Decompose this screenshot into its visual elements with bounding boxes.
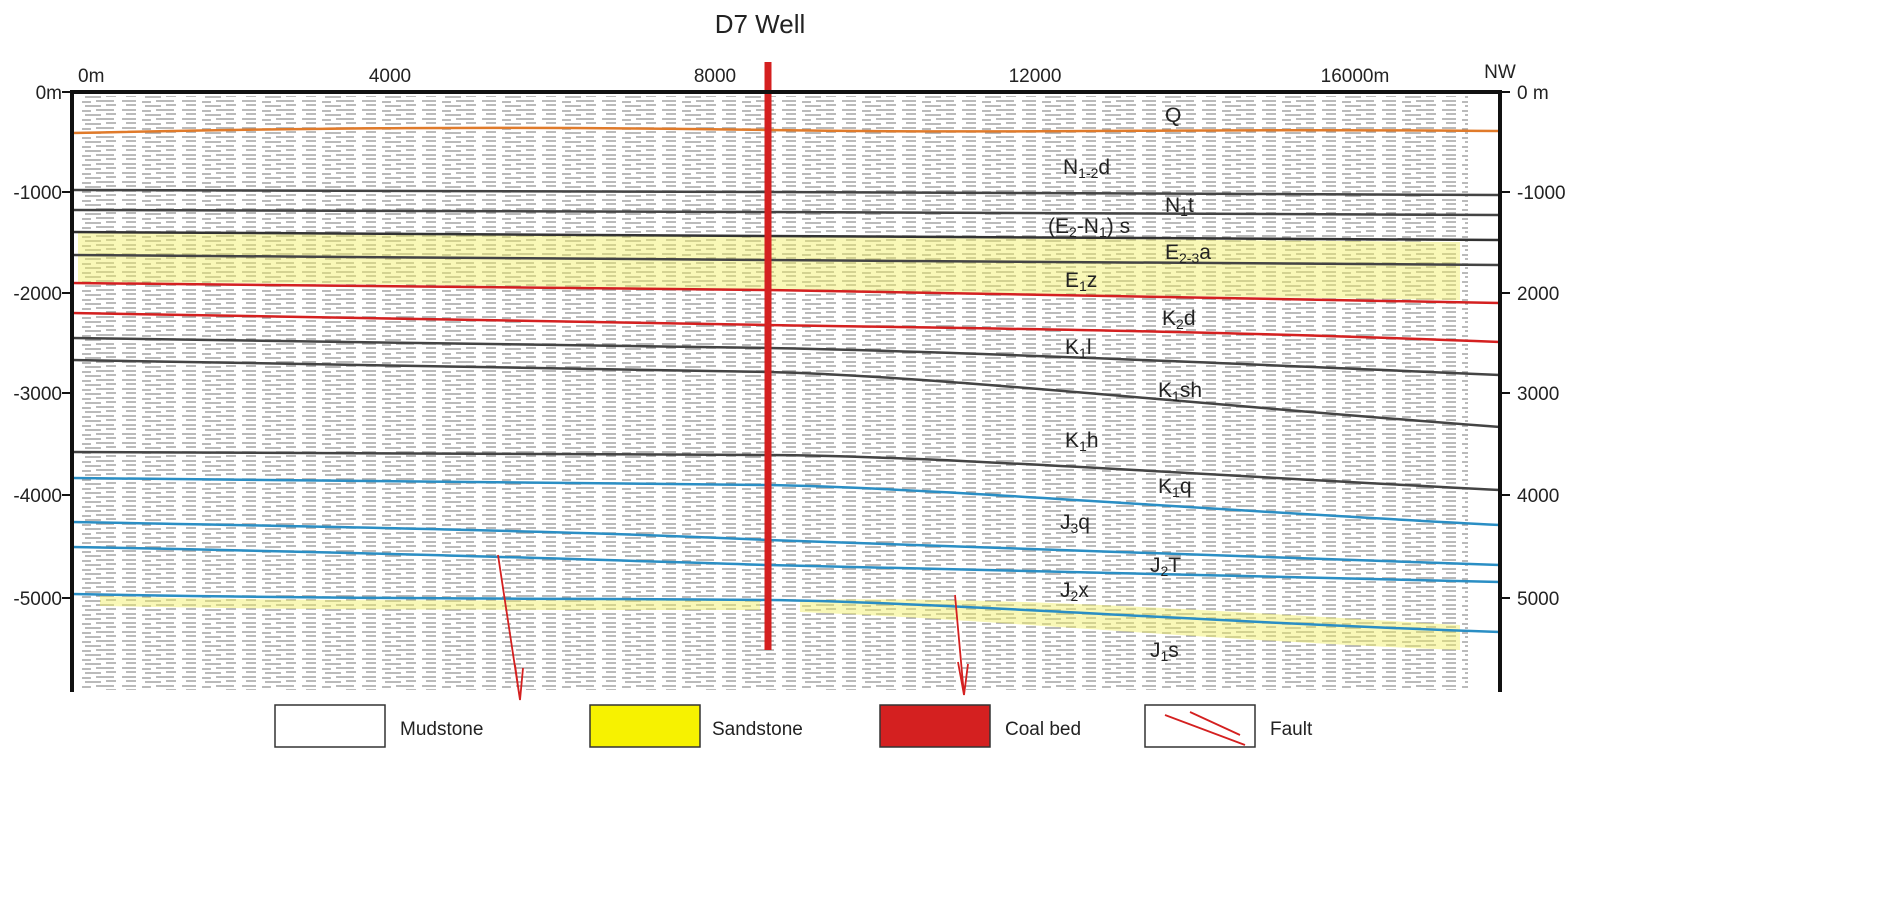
seismic-section: D7 Well 0m400080001200016000mNW0m-1000-2… xyxy=(0,0,1890,909)
formation-text: J xyxy=(1150,639,1161,662)
top-tick-label: 0m xyxy=(78,66,104,87)
left-tick-label: -3000 xyxy=(13,384,62,405)
subscript: 1 xyxy=(1079,345,1087,361)
formation-label: (E2-N1) s xyxy=(1048,215,1130,240)
right-tick-label: 3000 xyxy=(1517,384,1559,405)
formation-text: T xyxy=(1168,554,1181,577)
top-tick-label: 8000 xyxy=(694,66,736,87)
legend-label: Coal bed xyxy=(1005,719,1081,740)
left-tick-label: 0m xyxy=(36,83,62,104)
subscript: 1 xyxy=(1079,278,1087,294)
formation-text: d xyxy=(1098,156,1110,179)
left-tick-label: -1000 xyxy=(13,183,62,204)
formation-text: N xyxy=(1063,156,1078,179)
subscript: 2 xyxy=(1071,588,1079,604)
legend-swatch xyxy=(1145,705,1255,747)
formation-label: Q xyxy=(1165,104,1181,127)
formation-text: q xyxy=(1180,475,1192,498)
subscript: 2-3 xyxy=(1179,250,1199,266)
subscript: 2 xyxy=(1161,563,1169,579)
right-tick-label: 4000 xyxy=(1517,486,1559,507)
right-tick-label: 5000 xyxy=(1517,589,1559,610)
formation-text: h xyxy=(1087,429,1099,452)
formation-text: s xyxy=(1168,639,1179,662)
subscript: 2 xyxy=(1069,224,1077,240)
formation-text: K xyxy=(1158,475,1172,498)
subscript: 1 xyxy=(1172,484,1180,500)
top-tick-label: 16000m xyxy=(1321,66,1390,87)
right-tick-label: 2000 xyxy=(1517,284,1559,305)
formation-text: J xyxy=(1060,511,1071,534)
formation-text: J xyxy=(1060,579,1071,602)
formation-text: (E xyxy=(1048,215,1069,238)
formation-text: E xyxy=(1065,269,1079,292)
title: D7 Well xyxy=(715,9,806,39)
legend-label: Fault xyxy=(1270,719,1313,740)
formation-text: d xyxy=(1184,307,1196,330)
subscript: 1 xyxy=(1161,648,1169,664)
top-tick-label: 4000 xyxy=(369,66,411,87)
subscript: 3 xyxy=(1071,520,1079,536)
legend-swatch xyxy=(275,705,385,747)
formation-text: E xyxy=(1165,241,1179,264)
formation-text: K xyxy=(1158,379,1172,402)
formation-label: K1l xyxy=(1065,336,1091,361)
right-tick-label: 0 m xyxy=(1517,83,1549,104)
right-tick-label: -1000 xyxy=(1517,183,1566,204)
formation-text: K xyxy=(1065,429,1079,452)
formation-label: K1sh xyxy=(1158,379,1202,404)
formation-text: q xyxy=(1078,511,1090,534)
subscript: 1 xyxy=(1172,388,1180,404)
formation-text: Q xyxy=(1165,104,1181,127)
formation-text: J xyxy=(1150,554,1161,577)
formation-text: K xyxy=(1065,336,1079,359)
formation-text: z xyxy=(1087,269,1098,292)
formation-text: l xyxy=(1087,336,1092,359)
formation-text: a xyxy=(1199,241,1211,264)
legend-swatch xyxy=(590,705,700,747)
subscript: 1 xyxy=(1099,224,1107,240)
left-tick-label: -5000 xyxy=(13,589,62,610)
subscript: 2 xyxy=(1176,316,1184,332)
legend-label: Mudstone xyxy=(400,719,483,740)
formation-text: t xyxy=(1188,194,1194,217)
formation-label: N1t xyxy=(1165,194,1194,219)
formation-text: x xyxy=(1078,579,1089,602)
subscript: 1 xyxy=(1180,203,1188,219)
legend-swatch xyxy=(880,705,990,747)
direction-label: NW xyxy=(1484,62,1516,83)
subscript: 1-2 xyxy=(1078,165,1098,181)
formation-text: -N xyxy=(1077,215,1099,238)
subscript: 1 xyxy=(1079,438,1087,454)
top-tick-label: 12000 xyxy=(1009,66,1062,87)
formation-text: sh xyxy=(1180,379,1202,402)
formation-text: ) s xyxy=(1107,215,1130,238)
formation-text: K xyxy=(1162,307,1176,330)
left-tick-label: -2000 xyxy=(13,284,62,305)
left-tick-label: -4000 xyxy=(13,486,62,507)
formation-text: N xyxy=(1165,194,1180,217)
legend-label: Sandstone xyxy=(712,719,803,740)
